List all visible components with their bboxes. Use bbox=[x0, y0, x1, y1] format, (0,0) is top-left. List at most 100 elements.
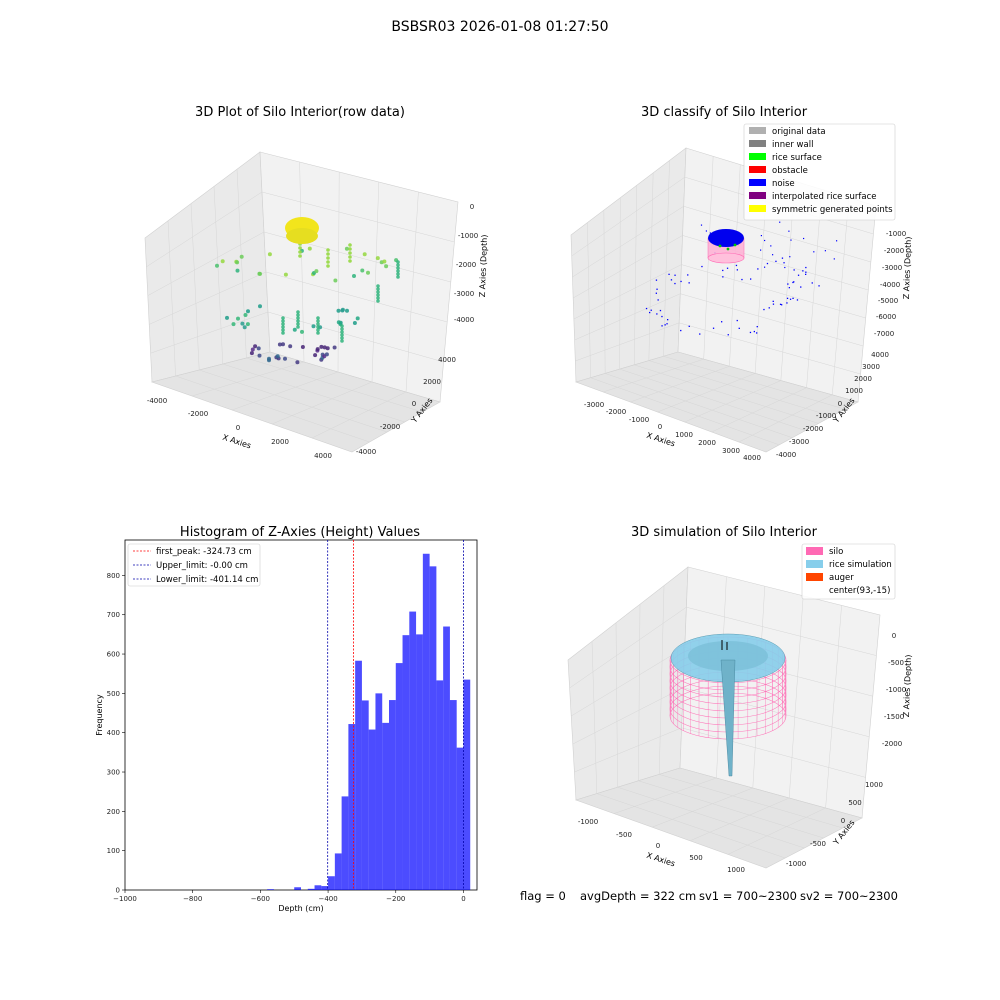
legend-label: interpolated rice surface bbox=[772, 192, 877, 202]
ytick-label: 0 bbox=[116, 887, 120, 895]
histogram-bar bbox=[368, 729, 376, 890]
histogram-bar bbox=[361, 700, 369, 890]
legend-label: noise bbox=[772, 179, 795, 189]
panel-raw-xlabel: X Axies bbox=[221, 433, 252, 451]
histogram-bars bbox=[267, 553, 471, 890]
panel-simulation-ticks: -1000 -500 0 500 1000 1000 500 0 -500 -1… bbox=[578, 632, 906, 874]
histogram-legend: first_peak: -324.73 cm Upper_limit: -0.0… bbox=[127, 543, 261, 587]
ytick: -3000 bbox=[789, 438, 809, 446]
figure-suptitle: BSBSR03 2026-01-08 01:27:50 bbox=[391, 19, 608, 35]
histogram-bar bbox=[314, 885, 322, 890]
legend-item: noise bbox=[749, 179, 795, 189]
histogram-bar bbox=[402, 635, 410, 890]
panel-simulation-xlabel: X Axies bbox=[645, 851, 676, 869]
ytick: -4000 bbox=[776, 451, 796, 459]
ztick: -4000 bbox=[454, 316, 474, 324]
xtick-label: −200 bbox=[386, 895, 405, 903]
xtick-label: −600 bbox=[251, 895, 270, 903]
legend-item: original data bbox=[749, 127, 826, 137]
histogram-bar bbox=[443, 626, 450, 890]
histogram-bar bbox=[267, 889, 274, 890]
legend-label: center(93,-15) bbox=[829, 586, 890, 596]
ytick-label: 400 bbox=[107, 729, 120, 737]
legend-label: rice simulation bbox=[829, 560, 892, 570]
legend-label: original data bbox=[772, 127, 826, 137]
histogram-bar bbox=[463, 679, 471, 890]
histogram-bar bbox=[382, 722, 389, 890]
histogram-bar bbox=[409, 611, 417, 890]
legend-item: symmetric generated points bbox=[749, 205, 893, 215]
histogram-bar bbox=[395, 663, 403, 890]
ytick: 0 bbox=[412, 400, 416, 408]
histogram-title: Histogram of Z-Axies (Height) Values bbox=[180, 525, 420, 540]
ztick: -6000 bbox=[876, 313, 896, 321]
ytick: 3000 bbox=[862, 363, 880, 371]
ytick: 500 bbox=[848, 799, 861, 807]
histogram-yticks: 0 100 200 300 400 500 600 700 800 bbox=[107, 572, 125, 895]
xtick-label: −1000 bbox=[113, 895, 137, 903]
legend-item: Upper_limit: -0.00 cm bbox=[133, 561, 248, 571]
xtick: 3000 bbox=[722, 447, 740, 455]
status-flag: flag = 0 bbox=[520, 889, 566, 903]
legend-swatch bbox=[749, 179, 766, 186]
histogram-xlabel: Depth (cm) bbox=[278, 904, 323, 913]
panel-simulation-legend: silo rice simulation auger center(93,-15… bbox=[801, 543, 896, 600]
status-line: flag = 0 avgDepth = 322 cm sv1 = 700~230… bbox=[520, 889, 898, 903]
ytick: -2000 bbox=[803, 425, 823, 433]
ztick: 0 bbox=[892, 632, 896, 640]
panel-classify-ticks: -3000 -2000 -1000 0 1000 2000 3000 4000 … bbox=[584, 230, 906, 462]
ytick: -500 bbox=[810, 840, 826, 848]
legend-label: inner wall bbox=[772, 140, 813, 150]
histogram-bar bbox=[328, 876, 335, 890]
ytick: -4000 bbox=[356, 448, 376, 456]
ytick: -2000 bbox=[380, 423, 400, 431]
xtick: -1000 bbox=[578, 818, 598, 826]
legend-swatch bbox=[749, 153, 766, 160]
xtick: 0 bbox=[658, 423, 662, 431]
panel-raw-title: 3D Plot of Silo Interior(row data) bbox=[195, 105, 405, 120]
ytick-label: 300 bbox=[107, 769, 120, 777]
panel-simulation-auger bbox=[721, 640, 728, 650]
panel-histogram: Histogram of Z-Axies (Height) Values −10… bbox=[95, 525, 478, 913]
ztick: -2000 bbox=[882, 740, 902, 748]
histogram-vlines bbox=[327, 540, 464, 890]
xtick-label: −400 bbox=[318, 895, 337, 903]
ztick: -500 bbox=[888, 659, 904, 667]
legend-label: auger bbox=[829, 573, 854, 583]
ztick: -1000 bbox=[886, 230, 906, 238]
legend-label: first_peak: -324.73 cm bbox=[156, 547, 252, 557]
histogram-bar bbox=[321, 886, 329, 890]
legend-item: inner wall bbox=[749, 140, 813, 150]
ztick: -3000 bbox=[454, 290, 474, 298]
panel-classify-zlabel: Z Axies (Depth) bbox=[902, 236, 913, 299]
legend-label: obstacle bbox=[772, 166, 808, 176]
ytick-label: 700 bbox=[107, 611, 120, 619]
histogram-bar bbox=[456, 747, 464, 890]
xtick: -1000 bbox=[629, 416, 649, 424]
ytick: 1000 bbox=[845, 387, 863, 395]
ytick: 4000 bbox=[871, 351, 889, 359]
legend-item: interpolated rice surface bbox=[749, 192, 877, 202]
legend-swatch bbox=[749, 127, 766, 134]
ytick: -1000 bbox=[816, 412, 836, 420]
status-avg-depth: avgDepth = 322 cm bbox=[580, 889, 696, 903]
xtick: -2000 bbox=[606, 408, 626, 416]
ytick: -1000 bbox=[786, 860, 806, 868]
ztick: -1000 bbox=[886, 686, 906, 694]
legend-item: auger bbox=[806, 573, 854, 583]
status-sv2: sv2 = 700~2300 bbox=[800, 889, 898, 903]
panel-raw-ticks: -4000 -2000 0 2000 4000 4000 2000 0 -200… bbox=[147, 203, 478, 460]
xtick: 2000 bbox=[698, 439, 716, 447]
legend-item: center(93,-15) bbox=[829, 586, 890, 596]
legend-item: silo bbox=[806, 547, 843, 557]
ytick: 0 bbox=[841, 817, 845, 825]
xtick: 4000 bbox=[314, 452, 332, 460]
histogram-ylabel: Frequency bbox=[95, 694, 104, 736]
histogram-xticks: −1000 −800 −600 −400 −200 0 bbox=[113, 890, 466, 903]
panel-raw-data-3d: 3D Plot of Silo Interior(row data) -4000… bbox=[144, 105, 489, 460]
ztick: -4000 bbox=[880, 281, 900, 289]
histogram-bar bbox=[375, 693, 383, 890]
histogram-bar bbox=[341, 796, 349, 890]
legend-swatch bbox=[806, 547, 823, 555]
ytick-label: 800 bbox=[107, 572, 120, 580]
